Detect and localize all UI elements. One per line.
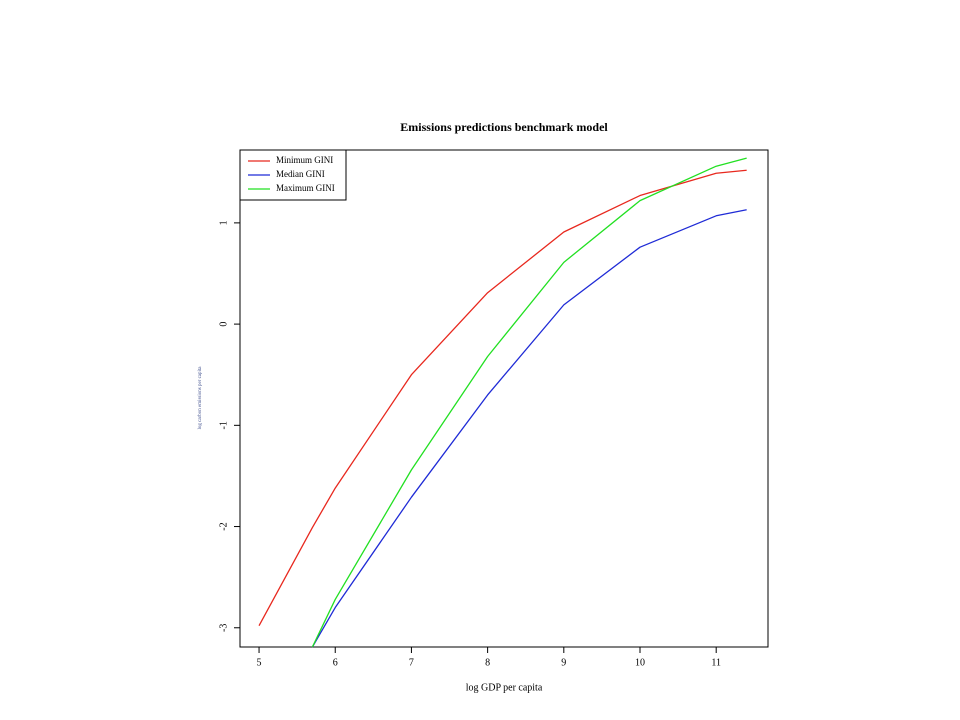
x-tick-label: 10 xyxy=(635,657,645,668)
y-tick-label: -1 xyxy=(218,421,229,429)
x-tick-label: 9 xyxy=(561,657,566,668)
y-tick-label: -2 xyxy=(218,522,229,530)
legend-label: Median GINI xyxy=(276,169,325,179)
series-line xyxy=(311,209,747,648)
y-tick-label: 0 xyxy=(218,322,229,327)
y-axis-label: log carbon emissions per capita xyxy=(198,366,203,430)
legend-label: Minimum GINI xyxy=(276,155,333,165)
x-tick-label: 11 xyxy=(711,657,721,668)
series-line xyxy=(258,169,747,627)
legend-label: Maximum GINI xyxy=(276,183,335,193)
y-tick-label: 1 xyxy=(218,220,229,225)
series-line xyxy=(311,157,747,648)
x-tick-label: 5 xyxy=(257,657,262,668)
x-tick-label: 6 xyxy=(333,657,338,668)
x-tick-label: 7 xyxy=(409,657,414,668)
x-axis-label: log GDP per capita xyxy=(466,682,543,693)
x-tick-label: 8 xyxy=(485,657,490,668)
plot-frame xyxy=(239,149,769,648)
y-tick-label: -3 xyxy=(218,624,229,632)
chart-title: Emissions predictions benchmark model xyxy=(400,120,608,134)
